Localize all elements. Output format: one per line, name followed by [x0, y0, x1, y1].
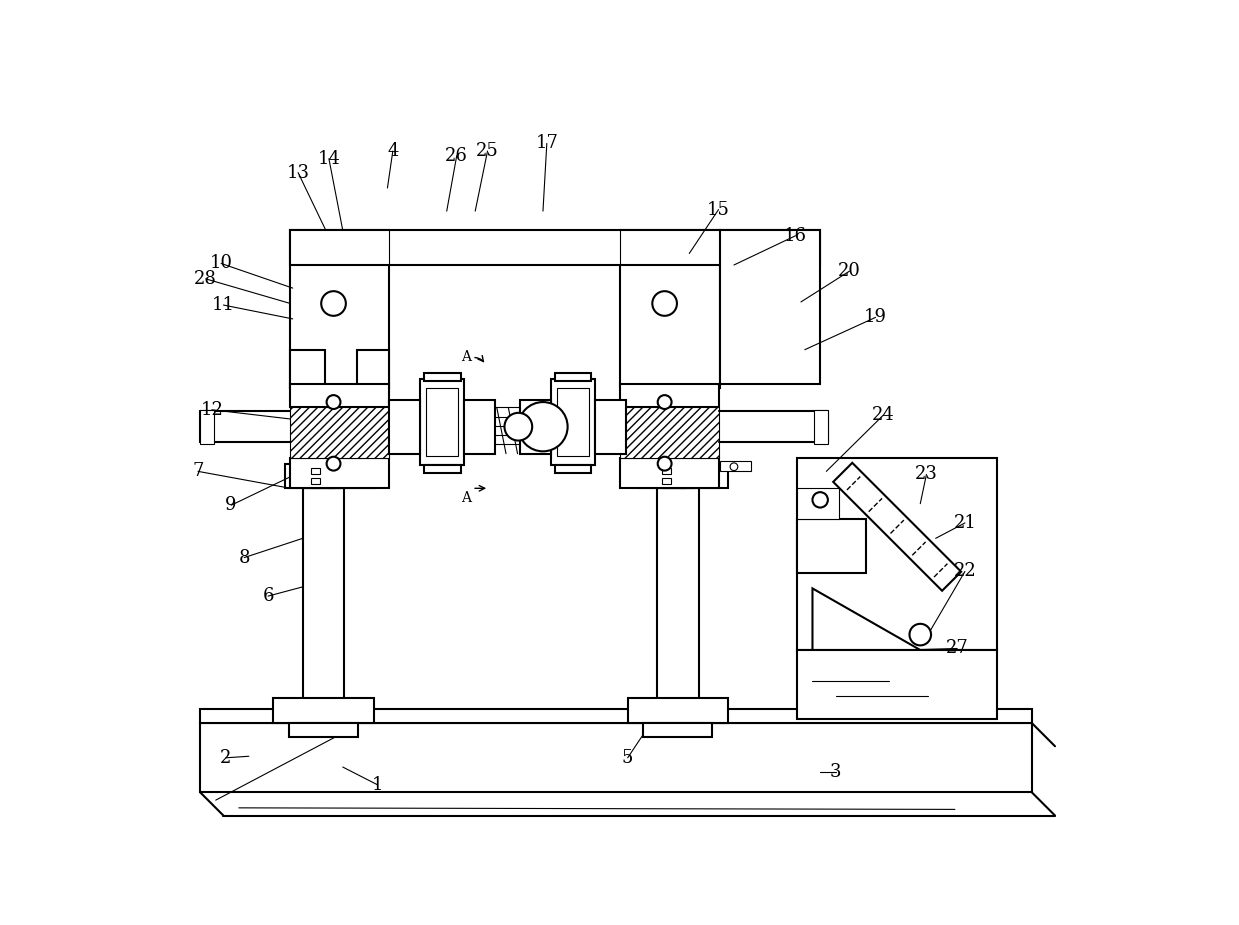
Bar — [797, 458, 997, 650]
Text: 24: 24 — [872, 406, 895, 425]
Bar — [285, 463, 374, 488]
Bar — [628, 697, 727, 723]
Text: 12: 12 — [201, 401, 223, 419]
Circle shape — [518, 402, 567, 451]
Bar — [311, 477, 321, 484]
Bar — [639, 463, 727, 488]
Bar — [290, 407, 389, 458]
Bar — [620, 385, 719, 407]
Bar — [663, 467, 693, 488]
Bar — [424, 373, 461, 380]
Text: 26: 26 — [445, 147, 468, 165]
Polygon shape — [813, 588, 921, 650]
Circle shape — [813, 492, 828, 508]
Text: 27: 27 — [945, 639, 969, 658]
Bar — [201, 723, 1032, 793]
Bar — [555, 465, 591, 473]
Text: 2: 2 — [221, 749, 232, 767]
Bar — [424, 465, 461, 473]
Text: 16: 16 — [784, 227, 807, 245]
Bar — [550, 379, 595, 465]
Circle shape — [909, 623, 930, 646]
Text: 28: 28 — [195, 270, 217, 288]
Text: 8: 8 — [238, 549, 250, 567]
Bar — [426, 388, 458, 456]
Bar — [665, 471, 675, 476]
Circle shape — [327, 395, 341, 409]
Circle shape — [652, 291, 676, 315]
Bar — [290, 230, 389, 388]
Circle shape — [658, 457, 672, 471]
Bar — [313, 471, 322, 476]
Text: 23: 23 — [914, 465, 938, 484]
Text: 3: 3 — [830, 762, 841, 781]
Bar — [595, 400, 626, 453]
Text: 6: 6 — [263, 587, 274, 605]
Bar — [201, 709, 1032, 723]
Text: A: A — [461, 490, 471, 504]
Bar — [814, 410, 828, 444]
Bar — [302, 488, 344, 723]
Bar — [465, 400, 496, 453]
Bar — [620, 458, 719, 488]
Bar — [643, 723, 712, 737]
Bar — [555, 373, 591, 380]
Bar — [327, 467, 333, 488]
Bar — [620, 230, 720, 388]
Bar — [290, 458, 389, 488]
Bar — [201, 410, 214, 444]
Text: 13: 13 — [286, 164, 310, 181]
Circle shape — [321, 291, 346, 315]
Text: 5: 5 — [622, 749, 633, 767]
Text: 22: 22 — [954, 562, 976, 581]
Text: 7: 7 — [192, 462, 203, 480]
Circle shape — [504, 413, 533, 440]
Bar — [797, 519, 866, 573]
Bar — [797, 488, 840, 519]
Text: 11: 11 — [212, 296, 235, 314]
Text: 20: 20 — [838, 262, 861, 280]
Bar — [620, 407, 719, 458]
Bar — [274, 697, 374, 723]
Bar — [720, 230, 820, 385]
Text: 14: 14 — [317, 150, 341, 167]
Circle shape — [327, 457, 341, 471]
Text: 17: 17 — [535, 134, 559, 153]
Text: 1: 1 — [372, 776, 383, 794]
Bar — [357, 350, 389, 388]
Text: 4: 4 — [387, 142, 399, 160]
Polygon shape — [833, 462, 961, 591]
Text: A: A — [461, 351, 471, 364]
Bar — [290, 385, 389, 407]
Circle shape — [658, 395, 672, 409]
Bar — [679, 467, 685, 488]
Text: 15: 15 — [707, 201, 730, 218]
Bar — [420, 379, 465, 465]
Bar — [290, 350, 325, 388]
Circle shape — [730, 462, 737, 471]
Bar — [797, 650, 997, 720]
Text: 9: 9 — [225, 496, 237, 514]
Bar — [290, 230, 820, 265]
Bar — [662, 468, 670, 475]
Text: 21: 21 — [954, 514, 976, 532]
Bar — [720, 462, 751, 471]
Bar — [311, 467, 341, 488]
Bar — [311, 468, 321, 475]
Bar — [662, 477, 670, 484]
Text: 19: 19 — [864, 308, 887, 327]
Bar — [289, 723, 358, 737]
Bar — [657, 488, 699, 723]
Bar — [520, 400, 550, 453]
Bar — [556, 388, 590, 456]
Text: 10: 10 — [209, 254, 233, 273]
Text: 25: 25 — [476, 142, 499, 160]
Bar — [389, 400, 420, 453]
